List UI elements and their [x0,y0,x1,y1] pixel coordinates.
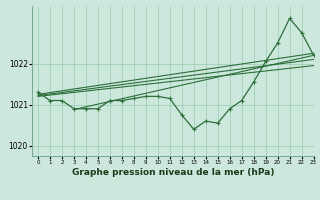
X-axis label: Graphe pression niveau de la mer (hPa): Graphe pression niveau de la mer (hPa) [72,168,274,177]
